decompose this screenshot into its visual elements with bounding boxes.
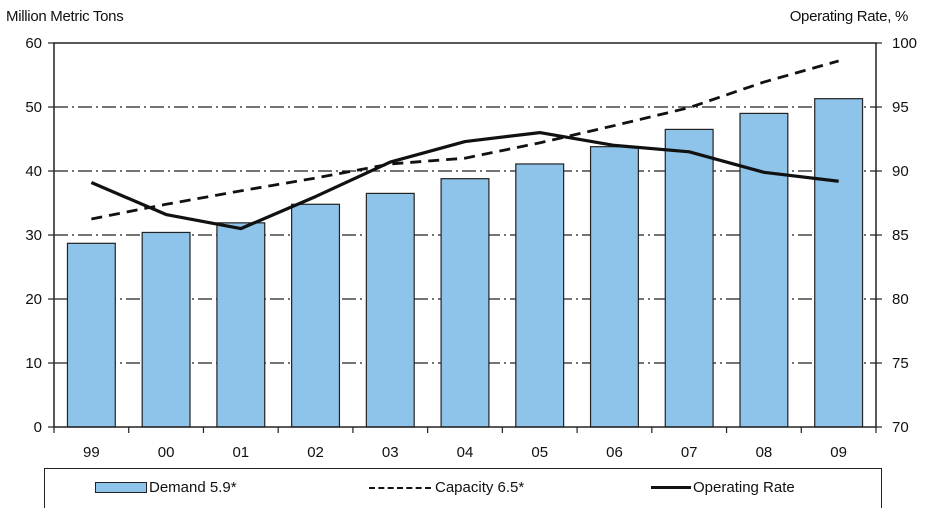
x-tick-label-05: 05 <box>531 444 548 461</box>
legend-item-capacity: Capacity 6.5* <box>369 479 524 496</box>
x-tick-label-00: 00 <box>158 444 175 461</box>
bar-demand-01 <box>216 222 266 428</box>
right-tick-label-100: 100 <box>892 35 917 52</box>
right-tick-label-85: 85 <box>892 227 909 244</box>
legend-label-operating-rate: Operating Rate <box>693 479 795 496</box>
left-tick-label-0: 0 <box>34 419 42 436</box>
bar-demand-06 <box>589 146 639 428</box>
x-tick-label-03: 03 <box>382 444 399 461</box>
bar-demand-04 <box>440 178 490 428</box>
left-tick-label-20: 20 <box>25 291 42 308</box>
left-tick-label-10: 10 <box>25 355 42 372</box>
bar-demand-08 <box>739 112 789 428</box>
operating-rate-line <box>90 131 839 231</box>
capacity-line <box>91 59 840 221</box>
legend-label-demand: Demand 5.9* <box>149 479 237 496</box>
bar-demand-00 <box>141 231 191 428</box>
legend-label-capacity: Capacity 6.5* <box>435 479 525 496</box>
x-tick-label-07: 07 <box>681 444 698 461</box>
left-axis-title: Million Metric Tons <box>6 8 124 25</box>
right-tick-label-75: 75 <box>892 355 909 372</box>
right-tick-label-80: 80 <box>892 291 909 308</box>
right-tick-label-90: 90 <box>892 163 909 180</box>
bar-demand-05 <box>515 163 565 428</box>
legend: Demand 5.9* Capacity 6.5* Operating Rate <box>44 468 882 508</box>
legend-item-operating-rate: Operating Rate <box>651 479 795 496</box>
bar-demand-99 <box>66 242 116 428</box>
x-tick-label-08: 08 <box>756 444 773 461</box>
x-tick-label-99: 99 <box>83 444 100 461</box>
right-tick-label-95: 95 <box>892 99 909 116</box>
left-tick-label-30: 30 <box>25 227 42 244</box>
right-tick-label-70: 70 <box>892 419 909 436</box>
operating-rate-line-sample <box>651 486 691 489</box>
legend-item-demand: Demand 5.9* <box>95 479 237 496</box>
x-tick-label-02: 02 <box>307 444 324 461</box>
x-tick-label-04: 04 <box>457 444 474 461</box>
left-tick-label-50: 50 <box>25 99 42 116</box>
demand-swatch <box>95 482 147 493</box>
capacity-line-sample <box>369 486 431 489</box>
bar-demand-03 <box>365 192 415 428</box>
x-tick-label-01: 01 <box>232 444 249 461</box>
right-axis-title: Operating Rate, % <box>789 8 909 25</box>
x-tick-label-09: 09 <box>830 444 847 461</box>
left-tick-label-60: 60 <box>25 35 42 52</box>
bar-demand-02 <box>291 203 341 428</box>
bar-demand-09 <box>814 98 864 428</box>
x-tick-label-06: 06 <box>606 444 623 461</box>
bar-demand-07 <box>664 128 714 428</box>
left-tick-label-40: 40 <box>25 163 42 180</box>
